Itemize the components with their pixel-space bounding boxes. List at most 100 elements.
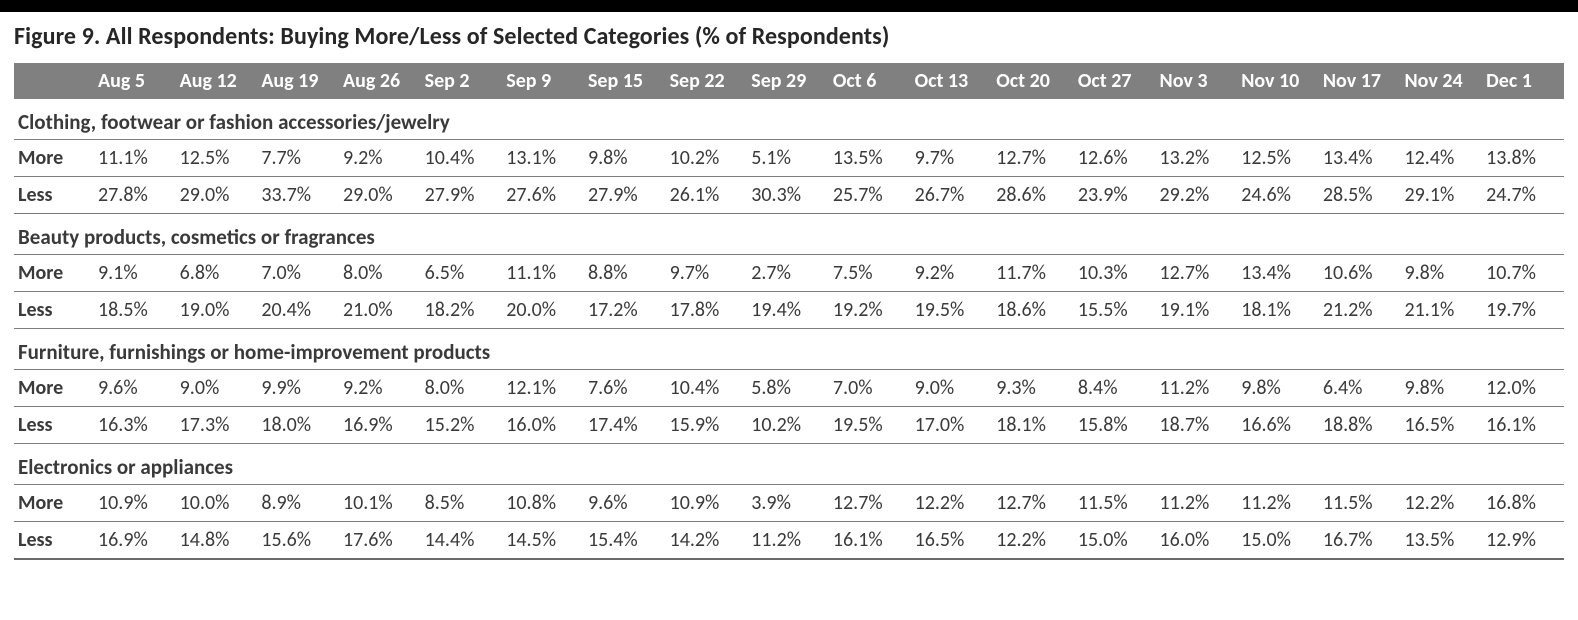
figure-container: Figure 9. All Respondents: Buying More/L… [0,22,1578,574]
value-cell: 15.6% [257,522,339,560]
value-cell: 12.6% [1074,140,1156,177]
value-cell: 5.8% [747,370,829,407]
value-cell: 20.4% [257,292,339,329]
value-cell: 29.0% [176,177,258,214]
value-cell: 2.7% [747,255,829,292]
value-cell: 23.9% [1074,177,1156,214]
value-cell: 13.4% [1319,140,1401,177]
value-cell: 9.7% [911,140,993,177]
value-cell: 8.0% [339,255,421,292]
category-name: Beauty products, cosmetics or fragrances [14,214,1564,255]
value-cell: 10.2% [666,140,748,177]
header-date: Sep 22 [666,63,748,99]
value-cell: 15.5% [1074,292,1156,329]
value-cell: 18.5% [94,292,176,329]
value-cell: 26.7% [911,177,993,214]
value-cell: 14.5% [502,522,584,560]
value-cell: 25.7% [829,177,911,214]
value-cell: 8.4% [1074,370,1156,407]
value-cell: 21.2% [1319,292,1401,329]
value-cell: 19.1% [1156,292,1238,329]
value-cell: 12.2% [1401,485,1483,522]
value-cell: 10.1% [339,485,421,522]
value-cell: 11.5% [1319,485,1401,522]
value-cell: 27.9% [421,177,503,214]
value-cell: 12.5% [1237,140,1319,177]
category-row: Beauty products, cosmetics or fragrances [14,214,1564,255]
table-body: Clothing, footwear or fashion accessorie… [14,99,1564,559]
value-cell: 12.7% [829,485,911,522]
category-name: Clothing, footwear or fashion accessorie… [14,99,1564,140]
value-cell: 12.7% [992,485,1074,522]
value-cell: 16.0% [1156,522,1238,560]
value-cell: 7.7% [257,140,339,177]
value-cell: 16.3% [94,407,176,444]
table-header: Aug 5Aug 12Aug 19Aug 26Sep 2Sep 9Sep 15S… [14,63,1564,99]
value-cell: 12.1% [502,370,584,407]
value-cell: 19.4% [747,292,829,329]
value-cell: 17.2% [584,292,666,329]
category-row: Electronics or appliances [14,444,1564,485]
top-rule [0,0,1578,12]
row-label-more: More [14,255,94,292]
value-cell: 9.0% [911,370,993,407]
value-cell: 14.8% [176,522,258,560]
row-label-less: Less [14,177,94,214]
value-cell: 16.7% [1319,522,1401,560]
header-date: Nov 10 [1237,63,1319,99]
value-cell: 10.4% [666,370,748,407]
header-date: Aug 5 [94,63,176,99]
category-name: Electronics or appliances [14,444,1564,485]
value-cell: 7.5% [829,255,911,292]
value-cell: 11.7% [992,255,1074,292]
value-cell: 19.5% [829,407,911,444]
value-cell: 12.2% [911,485,993,522]
table-header-row: Aug 5Aug 12Aug 19Aug 26Sep 2Sep 9Sep 15S… [14,63,1564,99]
less-row: Less27.8%29.0%33.7%29.0%27.9%27.6%27.9%2… [14,177,1564,214]
header-date: Sep 2 [421,63,503,99]
value-cell: 28.6% [992,177,1074,214]
value-cell: 12.4% [1401,140,1483,177]
value-cell: 18.1% [1237,292,1319,329]
value-cell: 9.7% [666,255,748,292]
header-date: Nov 3 [1156,63,1238,99]
header-date: Oct 13 [911,63,993,99]
value-cell: 9.2% [911,255,993,292]
value-cell: 6.5% [421,255,503,292]
more-row: More9.6%9.0%9.9%9.2%8.0%12.1%7.6%10.4%5.… [14,370,1564,407]
header-date: Sep 9 [502,63,584,99]
header-date: Aug 19 [257,63,339,99]
value-cell: 7.0% [257,255,339,292]
more-row: More9.1%6.8%7.0%8.0%6.5%11.1%8.8%9.7%2.7… [14,255,1564,292]
value-cell: 14.4% [421,522,503,560]
value-cell: 10.9% [666,485,748,522]
value-cell: 12.9% [1482,522,1564,560]
value-cell: 15.8% [1074,407,1156,444]
header-date: Oct 27 [1074,63,1156,99]
value-cell: 20.0% [502,292,584,329]
value-cell: 13.5% [1401,522,1483,560]
value-cell: 13.5% [829,140,911,177]
value-cell: 15.0% [1074,522,1156,560]
value-cell: 29.0% [339,177,421,214]
header-date: Aug 26 [339,63,421,99]
value-cell: 11.5% [1074,485,1156,522]
value-cell: 30.3% [747,177,829,214]
value-cell: 27.6% [502,177,584,214]
value-cell: 11.2% [1237,485,1319,522]
value-cell: 9.8% [584,140,666,177]
value-cell: 29.2% [1156,177,1238,214]
value-cell: 21.1% [1401,292,1483,329]
header-date: Nov 17 [1319,63,1401,99]
value-cell: 21.0% [339,292,421,329]
value-cell: 10.4% [421,140,503,177]
value-cell: 8.8% [584,255,666,292]
value-cell: 18.6% [992,292,1074,329]
value-cell: 9.8% [1237,370,1319,407]
value-cell: 10.9% [94,485,176,522]
value-cell: 9.6% [584,485,666,522]
value-cell: 8.9% [257,485,339,522]
header-date: Sep 15 [584,63,666,99]
value-cell: 14.2% [666,522,748,560]
value-cell: 10.3% [1074,255,1156,292]
